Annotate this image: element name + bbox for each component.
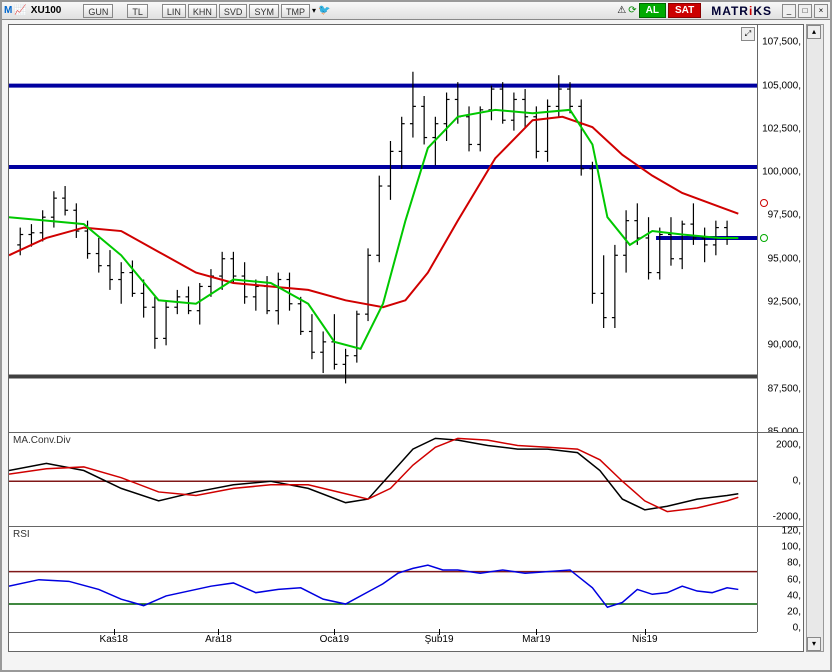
btn-tmp[interactable]: TMP: [281, 4, 310, 18]
xtick-label: Mar19: [522, 634, 550, 645]
ytick-label: 40,: [787, 590, 801, 601]
sell-button[interactable]: SAT: [668, 3, 701, 18]
indicator-yaxis: 120, 100, 80, 60, 40, 20, 0,: [757, 527, 803, 632]
xtick-label: Ara18: [205, 634, 232, 645]
ytick-label: 92,500,: [768, 297, 801, 308]
ytick-label: 20,: [787, 606, 801, 617]
maximize-icon[interactable]: □: [798, 4, 812, 18]
btn-sym[interactable]: SYM: [249, 4, 279, 18]
btn-gun[interactable]: GUN: [83, 4, 113, 18]
xtick-label: Nis19: [632, 634, 658, 645]
price-plot[interactable]: ⤢: [9, 25, 757, 432]
buy-button[interactable]: AL: [639, 3, 666, 18]
btn-tl[interactable]: TL: [127, 4, 148, 18]
twitter-icon[interactable]: 🐦: [318, 5, 330, 16]
ytick-label: 90,000,: [768, 340, 801, 351]
ytick-label: 87,500,: [768, 383, 801, 394]
app-icon: M: [4, 5, 12, 16]
price-panel: 107,500, 105,000, 102,500, 100,000, 97,500, 9…: [9, 25, 803, 432]
expand-icon[interactable]: ⤢: [741, 27, 755, 41]
chart-window: M 📈 XU100 GUN TL LIN KHN SVD SYM TMP ▾ 🐦…: [0, 0, 832, 672]
indicator-label: RSI: [13, 529, 30, 540]
ytick-label: 0,: [793, 476, 801, 487]
btn-svd[interactable]: SVD: [219, 4, 248, 18]
indicator-plot[interactable]: RSI: [9, 527, 757, 632]
indicator-label: MA.Conv.Div: [13, 435, 71, 446]
chart-panels: 107,500, 105,000, 102,500, 100,000, 97,500, 9…: [8, 24, 804, 652]
flag-icon: 📈: [14, 5, 26, 16]
indicator-plot[interactable]: MA.Conv.Div: [9, 433, 757, 526]
scroll-down-icon[interactable]: ▾: [807, 637, 821, 651]
close-icon[interactable]: ×: [814, 4, 828, 18]
warn-icon[interactable]: ⚠: [617, 5, 626, 16]
price-yaxis: 107,500, 105,000, 102,500, 100,000, 97,500, 9…: [757, 25, 803, 432]
ytick-label: 80,: [787, 558, 801, 569]
ytick-label: 95,000,: [768, 253, 801, 264]
xtick-label: Kas18: [100, 634, 128, 645]
ytick-label: 100,: [782, 542, 801, 553]
vertical-scrollbar[interactable]: ▴ ▾: [806, 24, 824, 652]
ytick-label: 97,500,: [768, 210, 801, 221]
MA.Conv.Div-panel: 2000, 0, -2000, MA.Conv.Div: [9, 432, 803, 526]
ytick-label: 2000,: [776, 440, 801, 451]
ytick-label: 0,: [793, 623, 801, 634]
toolbar: M 📈 XU100 GUN TL LIN KHN SVD SYM TMP ▾ 🐦…: [2, 2, 830, 20]
indicator-yaxis: 2000, 0, -2000,: [757, 433, 803, 526]
marker-red: [760, 199, 768, 207]
ytick-label: 107,500,: [762, 37, 801, 48]
ytick-label: 102,500,: [762, 123, 801, 134]
ytick-label: -2000,: [773, 511, 801, 522]
refresh-icon[interactable]: ⟳: [628, 5, 636, 16]
ytick-label: 105,000,: [762, 80, 801, 91]
x-axis: Kas18 Ara18 Oca19 Şub19 Mar19 Nis19: [9, 632, 757, 651]
xtick-label: Oca19: [320, 634, 349, 645]
btn-lin[interactable]: LIN: [162, 4, 186, 18]
symbol-label: XU100: [31, 5, 62, 16]
btn-khn[interactable]: KHN: [188, 4, 217, 18]
ytick-label: 60,: [787, 574, 801, 585]
RSI-panel: 120, 100, 80, 60, 40, 20, 0, RSI: [9, 526, 803, 632]
scroll-up-icon[interactable]: ▴: [807, 25, 821, 39]
brand-label: MATRiKS: [711, 4, 772, 18]
ytick-label: 100,000,: [762, 167, 801, 178]
xtick-label: Şub19: [425, 634, 454, 645]
dropdown-icon[interactable]: ▾: [312, 6, 316, 15]
minimize-icon[interactable]: _: [782, 4, 796, 18]
ytick-label: 120,: [782, 525, 801, 536]
marker-green: [760, 234, 768, 242]
